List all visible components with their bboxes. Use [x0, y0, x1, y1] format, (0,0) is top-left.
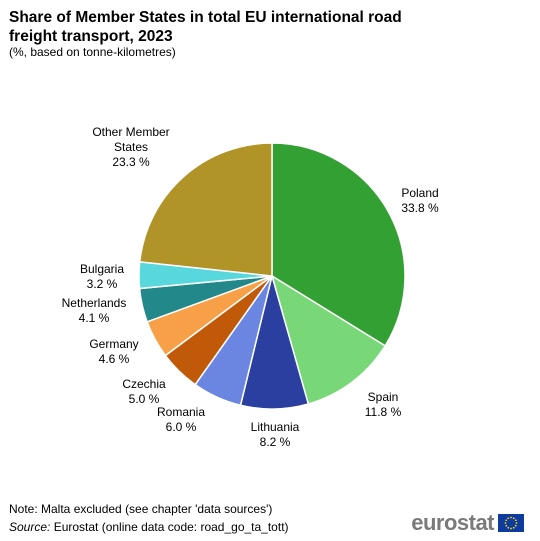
slice-label-value: 4.1 %: [78, 311, 110, 325]
slice-label-czechia: Czechia 5.0 %: [122, 377, 165, 407]
flag-star-icon: [505, 519, 508, 522]
slice-label-value: 11.8 %: [364, 405, 402, 419]
chart-subtitle: (%, based on tonne-kilometres): [9, 45, 176, 59]
source-label: Source:: [9, 520, 51, 534]
eurostat-logo: eurostat: [411, 510, 524, 536]
slice-label-name: Spain: [367, 390, 399, 404]
slice-label-value: 3.2 %: [86, 277, 118, 291]
slice-label-value: 23.3 %: [112, 155, 150, 169]
slice-label-name: Germany: [89, 337, 139, 351]
slice-label-value: 5.0 %: [128, 392, 160, 406]
slice-label-bulgaria: Bulgaria 3.2 %: [80, 262, 124, 292]
flag-star-icon: [507, 526, 510, 529]
slice-label-value: 33.8 %: [401, 201, 439, 215]
slice-label-name: Czechia: [122, 377, 166, 391]
source-text: Eurostat (online data code: road_go_ta_t…: [50, 520, 289, 534]
flag-star-icon: [514, 519, 517, 522]
eu-flag-icon: [498, 514, 524, 532]
pie-slice-spain: [270, 274, 387, 405]
flag-star-icon: [515, 522, 518, 524]
slice-label-name: Bulgaria: [79, 262, 125, 276]
chart-source: Source: Eurostat (online data code: road…: [9, 520, 289, 534]
slice-label-value: 6.0 %: [165, 420, 197, 434]
slice-label-name: Other Member: [92, 125, 170, 139]
flag-star-icon: [510, 527, 512, 530]
pie-slice-poland: [271, 142, 406, 347]
chart-note: Note: Malta excluded (see chapter 'data …: [9, 502, 273, 516]
slice-label-spain: Spain 11.8 %: [365, 390, 401, 420]
slice-label-poland: Poland 33.8 %: [401, 186, 438, 216]
flag-star-icon: [512, 517, 515, 520]
slice-label-name: Netherlands: [61, 296, 127, 310]
flag-star-icon: [510, 516, 512, 519]
brand-text: eurostat: [411, 510, 494, 535]
slice-label-netherlands: Netherlands 4.1 %: [62, 296, 127, 326]
chart-title: Share of Member States in total EU inter…: [9, 9, 402, 45]
flag-star-icon: [514, 524, 517, 527]
slice-label-lithuania: Lithuania 8.2 %: [251, 420, 300, 450]
flag-star-icon: [505, 524, 508, 527]
flag-star-icon: [507, 517, 510, 520]
slice-label-romania: Romania 6.0 %: [157, 405, 205, 435]
slice-label-value: 8.2 %: [259, 435, 291, 449]
slice-label-name: Romania: [156, 405, 206, 419]
slice-label-name: Lithuania: [250, 420, 300, 434]
slice-label-germany: Germany 4.6 %: [89, 337, 138, 367]
slice-label-name: States: [113, 140, 149, 154]
flag-star-icon: [512, 526, 515, 529]
slice-label-name: Poland: [401, 186, 439, 200]
flag-star-icon: [504, 522, 507, 524]
pie-slice-other-member-states: [138, 142, 273, 277]
slice-label-other-member-states: Other Member States 23.3 %: [92, 125, 169, 170]
slice-label-value: 4.6 %: [98, 352, 130, 366]
